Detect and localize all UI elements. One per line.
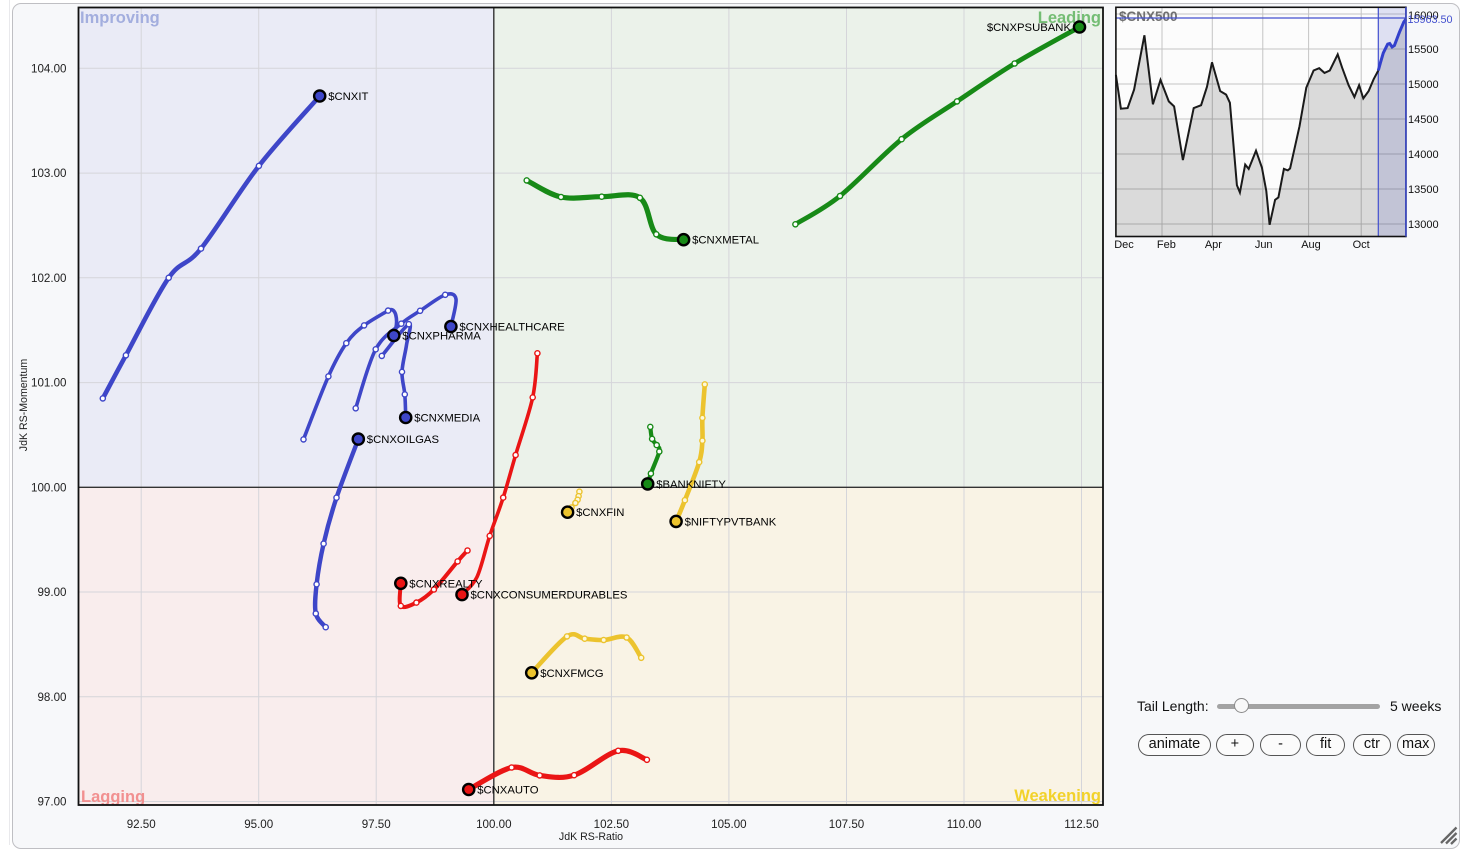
svg-text:JdK RS-Momentum: JdK RS-Momentum (18, 359, 30, 452)
svg-text:102.00: 102.00 (31, 272, 66, 285)
svg-text:Leading: Leading (1038, 9, 1101, 27)
svg-text:14500: 14500 (1408, 114, 1439, 126)
svg-text:$CNXREALTY: $CNXREALTY (409, 578, 483, 590)
svg-text:Lagging: Lagging (81, 788, 145, 806)
svg-text:Oct: Oct (1353, 239, 1370, 251)
svg-text:97.50: 97.50 (362, 818, 391, 831)
svg-text:102.50: 102.50 (594, 818, 629, 831)
svg-text:98.00: 98.00 (37, 691, 66, 704)
svg-text:Weakening: Weakening (1014, 787, 1101, 805)
svg-text:$CNXHEALTHCARE: $CNXHEALTHCARE (459, 322, 565, 334)
svg-text:97.00: 97.00 (37, 796, 66, 809)
svg-text:$BANKNIFTY: $BANKNIFTY (656, 479, 726, 491)
svg-text:$CNX500: $CNX500 (1119, 9, 1178, 24)
svg-text:99.00: 99.00 (37, 586, 66, 599)
svg-text:104.00: 104.00 (31, 62, 66, 75)
svg-text:$CNXIT: $CNXIT (328, 91, 368, 103)
svg-text:$CNXAUTO: $CNXAUTO (477, 785, 539, 797)
svg-text:13500: 13500 (1408, 184, 1439, 196)
svg-text:15000: 15000 (1408, 79, 1439, 91)
svg-text:101.00: 101.00 (31, 377, 66, 390)
svg-text:$CNXMETAL: $CNXMETAL (692, 235, 759, 247)
svg-text:15500: 15500 (1408, 44, 1439, 56)
svg-text:$NIFTYPVTBANK: $NIFTYPVTBANK (685, 516, 777, 528)
svg-text:$CNXOILGAS: $CNXOILGAS (367, 434, 440, 446)
svg-text:$CNXFMCG: $CNXFMCG (540, 668, 603, 680)
svg-text:14000: 14000 (1408, 149, 1439, 161)
svg-text:$CNXPHARMA: $CNXPHARMA (402, 331, 481, 343)
svg-text:$CNXCONSUMERDURABLES: $CNXCONSUMERDURABLES (471, 590, 628, 602)
svg-text:Apr: Apr (1205, 239, 1222, 251)
svg-text:Aug: Aug (1301, 239, 1321, 251)
svg-text:15963.50: 15963.50 (1408, 14, 1453, 26)
svg-text:Feb: Feb (1157, 239, 1176, 251)
svg-text:16000: 16000 (1408, 10, 1439, 22)
svg-text:Jun: Jun (1255, 239, 1273, 251)
svg-text:JdK RS-Ratio: JdK RS-Ratio (559, 831, 623, 843)
svg-text:103.00: 103.00 (31, 167, 66, 180)
svg-text:112.50: 112.50 (1064, 818, 1099, 831)
svg-text:100.00: 100.00 (476, 818, 511, 831)
svg-text:$CNXPSUBANK: $CNXPSUBANK (987, 22, 1072, 34)
svg-text:92.50: 92.50 (127, 818, 156, 831)
svg-text:Dec: Dec (1114, 239, 1134, 251)
svg-text:$CNXMEDIA: $CNXMEDIA (414, 413, 480, 425)
svg-text:95.00: 95.00 (244, 818, 273, 831)
svg-text:100.00: 100.00 (31, 481, 66, 494)
svg-text:105.00: 105.00 (711, 818, 746, 831)
svg-text:110.00: 110.00 (947, 818, 982, 831)
svg-text:13000: 13000 (1408, 219, 1439, 231)
svg-text:Improving: Improving (80, 9, 160, 27)
svg-text:$CNXFIN: $CNXFIN (576, 507, 624, 519)
svg-text:107.50: 107.50 (829, 818, 864, 831)
